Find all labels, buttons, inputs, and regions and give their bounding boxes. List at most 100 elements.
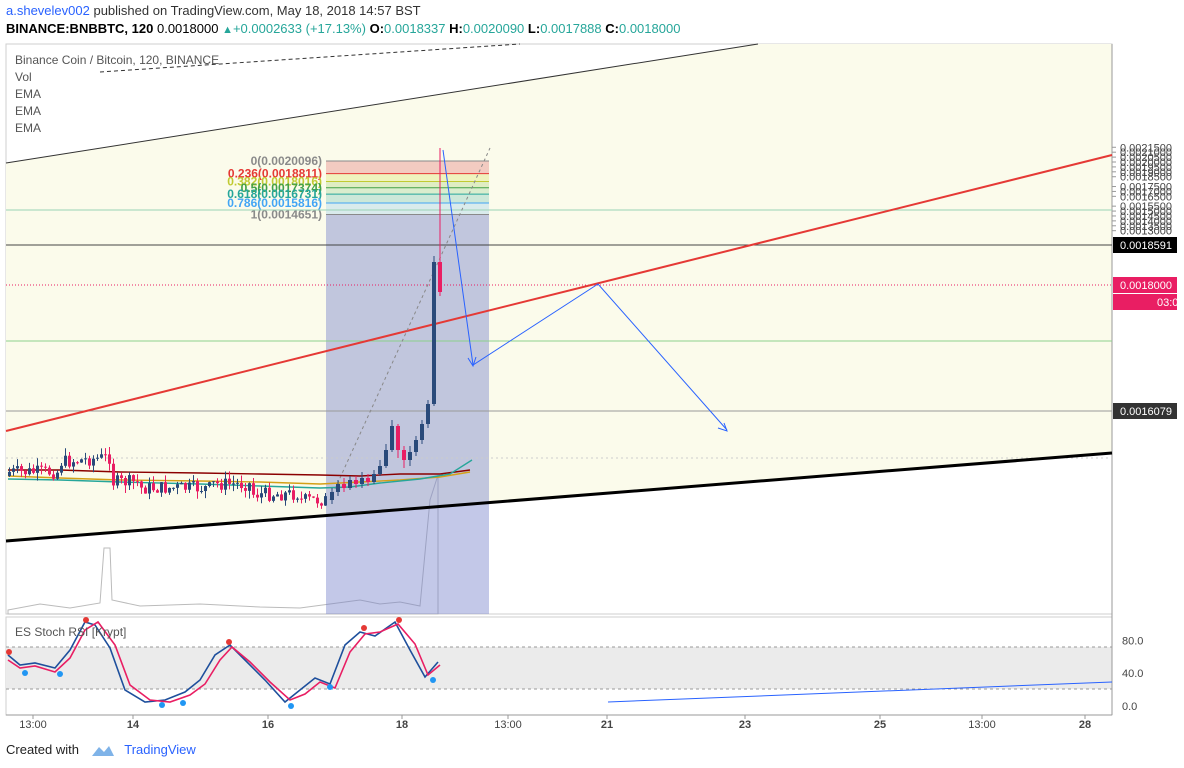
price-tick-label: 0.0014000 xyxy=(1120,216,1172,228)
fib-zone-band xyxy=(326,173,489,182)
candle xyxy=(108,454,111,464)
price-badge-label: 0.0016079 xyxy=(1120,406,1172,418)
price-badge xyxy=(1113,277,1177,293)
fib-level-label: 0.382(0.0018016) xyxy=(227,174,322,188)
candle xyxy=(8,471,11,476)
candle xyxy=(20,466,23,471)
legend-item: EMA xyxy=(15,121,41,135)
candle xyxy=(196,481,199,492)
candle xyxy=(312,496,315,498)
candle xyxy=(80,459,83,463)
candle xyxy=(296,498,299,500)
fib-level-label: 0.786(0.0015816) xyxy=(227,196,322,210)
price-ticks: 0.00215000.00210000.00205000.00200000.00… xyxy=(1112,142,1172,238)
candle xyxy=(28,468,31,475)
price-badge-label: 0.0018000 xyxy=(1120,280,1172,292)
tradingview-logo-icon xyxy=(91,745,114,756)
candle xyxy=(36,465,39,473)
candle xyxy=(124,478,127,486)
candle xyxy=(176,484,179,488)
candle xyxy=(324,496,327,506)
price-badge-label: 0.0018591 xyxy=(1120,240,1172,252)
candles[interactable] xyxy=(8,148,442,509)
price-tick-label: 0.0013000 xyxy=(1120,226,1172,238)
candle xyxy=(438,262,442,292)
footer: Created with TradingView xyxy=(6,742,196,758)
publish-info: a.shevelev002 published on TradingView.c… xyxy=(6,3,421,18)
fib-level-label: 0.236(0.0018811) xyxy=(228,167,322,181)
tradingview-link[interactable]: TradingView xyxy=(124,742,196,757)
time-tick-label: 13:00 xyxy=(494,719,522,731)
candle xyxy=(92,458,95,466)
ohlc-readout: BINANCE:BNBBTC, 120 0.0018000 ▲+0.000263… xyxy=(6,21,680,36)
candle xyxy=(396,426,400,450)
price-tick-label: 0.0021500 xyxy=(1120,142,1172,154)
price-tick-label: 0.0016500 xyxy=(1120,191,1172,203)
candle xyxy=(316,497,319,504)
candle xyxy=(136,481,139,483)
oscillator-ticks: 80.0 40.0 0.0 xyxy=(1122,635,1143,713)
time-tick-label: 16 xyxy=(262,719,274,731)
stoch-markers xyxy=(6,617,436,709)
candle xyxy=(100,454,103,458)
candle xyxy=(184,482,187,490)
candle xyxy=(384,450,388,466)
candle xyxy=(52,474,55,479)
price-tick-label: 0.0021000 xyxy=(1120,147,1172,159)
arrow-head-icon xyxy=(717,422,728,432)
candle xyxy=(292,490,295,500)
candle xyxy=(240,482,243,489)
fib-level-label: 0.618(0.0016731) xyxy=(227,187,322,201)
candle xyxy=(336,484,340,492)
price-badge xyxy=(1113,294,1177,310)
candle xyxy=(132,475,135,482)
time-tick-label: 13:00 xyxy=(19,719,47,731)
candle xyxy=(228,478,231,484)
candle xyxy=(156,490,159,493)
fib-zone-band xyxy=(326,203,489,215)
candle xyxy=(144,487,147,494)
candle xyxy=(44,466,47,468)
candle xyxy=(180,482,183,485)
fib-zone-band xyxy=(326,194,489,204)
author-link[interactable]: a.shevelev002 xyxy=(6,3,90,18)
ema-line-1 xyxy=(8,469,471,477)
osc-tick-label: 40.0 xyxy=(1122,668,1143,680)
candle xyxy=(96,457,99,459)
oscillator-title: ES Stoch RSI [Krypt] xyxy=(15,625,126,639)
candle xyxy=(148,483,151,494)
price-change: +0.0002633 (+17.13%) xyxy=(232,21,366,36)
time-axis[interactable]: 13:00 14 16 18 13:00 21 23 25 13:00 28 xyxy=(19,715,1091,731)
time-tick-label: 14 xyxy=(127,719,140,731)
candle xyxy=(348,480,352,488)
legend-item: EMA xyxy=(15,87,41,101)
candle xyxy=(372,474,376,482)
candle xyxy=(304,494,307,499)
price-tick-label: 0.0015000 xyxy=(1120,206,1172,218)
open-label: O: xyxy=(369,21,385,36)
candle xyxy=(12,468,15,472)
candle xyxy=(88,458,91,466)
price-axis[interactable] xyxy=(1112,44,1184,715)
candle xyxy=(342,484,346,488)
candle xyxy=(60,465,63,473)
time-tick-label: 21 xyxy=(601,719,613,731)
price-tick-label: 0.0020000 xyxy=(1120,157,1172,169)
red-trend-line xyxy=(5,154,1113,432)
low-value: 0.0017888 xyxy=(540,21,602,36)
low-label: L: xyxy=(527,21,541,36)
fib-zone-band xyxy=(326,161,489,174)
candle xyxy=(120,475,123,479)
candle xyxy=(272,496,275,501)
candle xyxy=(284,492,287,501)
price-badge-label: 03:01 xyxy=(1157,297,1184,309)
volume-series xyxy=(7,474,439,615)
price-tick-label: 0.0017000 xyxy=(1120,186,1172,198)
candle xyxy=(252,483,255,495)
legend-item: EMA xyxy=(15,104,41,118)
fibonacci-retracement[interactable]: 0(0.0020096)0.236(0.0018811)0.382(0.0018… xyxy=(227,154,489,615)
up-arrow-icon: ▲ xyxy=(222,24,233,36)
candle xyxy=(248,483,251,491)
candle xyxy=(200,491,203,493)
